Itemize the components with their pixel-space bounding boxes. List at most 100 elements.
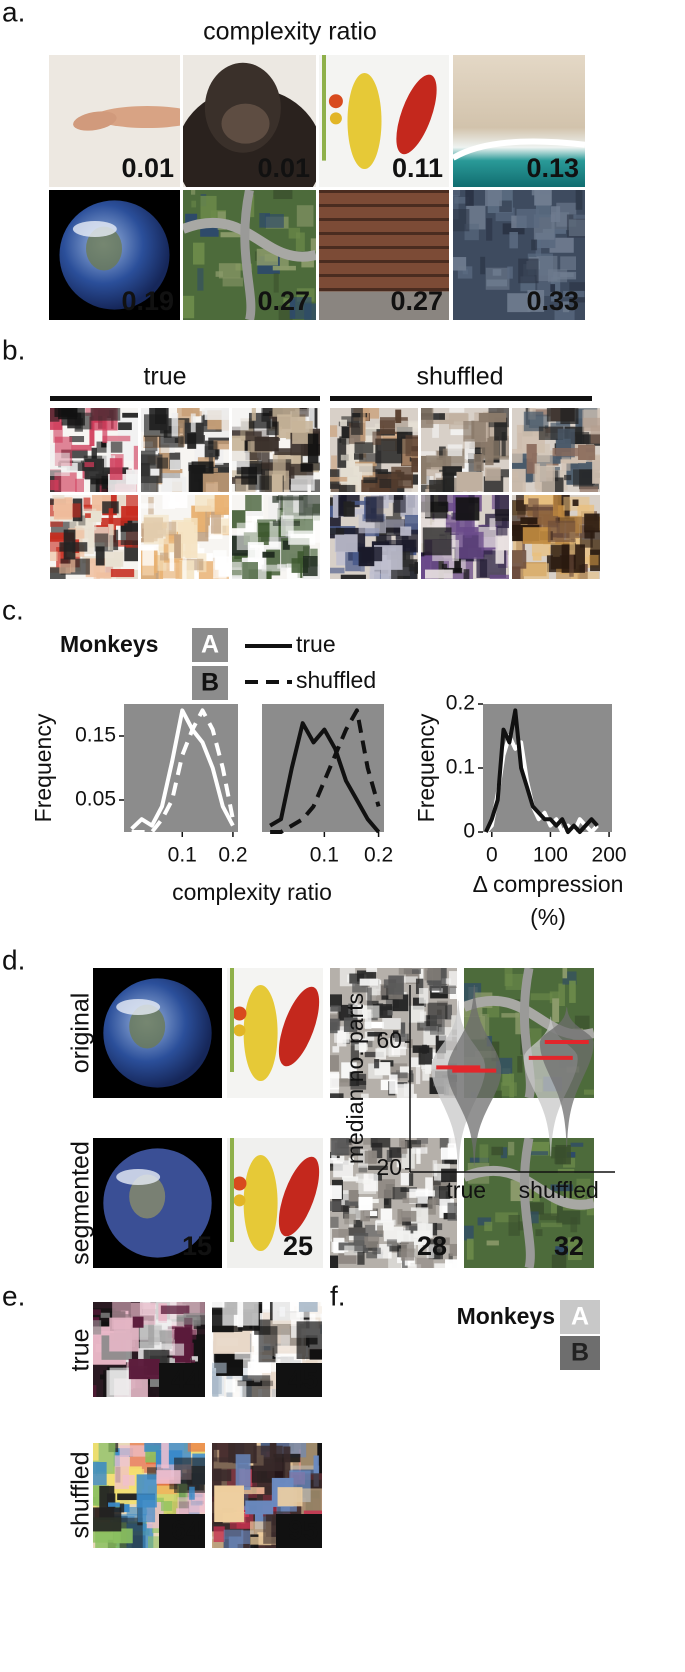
- value-label: 28: [417, 1231, 447, 1261]
- image-texture: [59, 542, 88, 552]
- image-texture: [480, 1013, 490, 1038]
- image-texture: [389, 1245, 402, 1252]
- image: [421, 408, 509, 492]
- image-texture: [364, 1150, 378, 1164]
- image-texture: [532, 552, 542, 561]
- image-texture: [439, 985, 456, 994]
- image-texture: [408, 1005, 425, 1023]
- image-texture: [363, 1173, 379, 1192]
- image-texture: [411, 1057, 421, 1068]
- image-texture: [401, 976, 418, 983]
- image-texture: [447, 444, 463, 457]
- image-texture: [354, 442, 374, 454]
- image-texture: [69, 436, 85, 443]
- image-texture: [169, 459, 181, 471]
- image-texture: [191, 200, 197, 208]
- image-texture: [562, 968, 568, 979]
- image-texture: [160, 552, 169, 561]
- legend-title: Monkeys: [457, 1303, 555, 1329]
- image-texture: [445, 1259, 457, 1268]
- image-texture: [442, 466, 462, 476]
- image-part: [73, 111, 117, 131]
- image-texture: [404, 1140, 422, 1149]
- image-texture: [485, 190, 502, 207]
- image-texture: [211, 511, 222, 534]
- image-texture: [258, 1326, 278, 1363]
- image-texture: [575, 190, 583, 210]
- image-texture: [383, 1190, 392, 1209]
- image-texture: [450, 425, 472, 436]
- image-texture: [187, 433, 197, 449]
- violin: [447, 985, 502, 1166]
- image: [212, 1443, 322, 1548]
- image-texture: [261, 439, 270, 469]
- image-texture: [512, 448, 523, 463]
- legend-box: [560, 1336, 600, 1370]
- image-texture: [192, 1491, 205, 1501]
- image-texture: [204, 408, 229, 420]
- image-texture: [122, 1474, 135, 1486]
- image-texture: [289, 466, 295, 479]
- image-part: [230, 968, 234, 1072]
- image-texture: [288, 227, 301, 239]
- image-texture: [369, 1199, 379, 1204]
- plot-area: [483, 704, 612, 832]
- image-texture: [185, 533, 198, 559]
- image-texture: [344, 1213, 356, 1225]
- label-box: [159, 1514, 205, 1548]
- image-texture: [175, 560, 182, 579]
- image-texture: [282, 540, 290, 550]
- image-texture: [73, 448, 81, 473]
- y-axis-label: Frequency: [30, 713, 56, 822]
- image-part: [243, 985, 278, 1081]
- image-texture: [361, 1093, 369, 1098]
- image-texture: [183, 295, 195, 319]
- y-tick-label: 20: [376, 1154, 402, 1180]
- value-label: 0.27: [257, 286, 310, 316]
- image-texture: [439, 413, 468, 422]
- image-texture: [454, 196, 470, 204]
- image-texture: [400, 526, 412, 536]
- legend-label: B: [201, 669, 219, 697]
- image-texture: [485, 467, 501, 481]
- image-texture: [443, 567, 463, 574]
- x-tick-label: 0.1: [310, 844, 339, 867]
- image-texture: [265, 214, 284, 228]
- image-texture: [330, 1087, 339, 1098]
- legend-box: [560, 1300, 600, 1334]
- image-texture: [351, 994, 358, 1008]
- image-texture: [351, 1038, 364, 1046]
- image-texture: [393, 495, 406, 513]
- image-texture: [330, 994, 342, 1007]
- image-texture: [455, 531, 484, 559]
- image-texture: [507, 293, 531, 313]
- image: [232, 495, 320, 579]
- image-texture: [237, 1302, 244, 1328]
- image-texture: [448, 971, 457, 987]
- image-texture: [489, 518, 496, 531]
- image-texture: [520, 563, 549, 579]
- image-texture: [372, 1247, 381, 1255]
- legend-label: true: [296, 631, 336, 657]
- panel-label: e.: [2, 1280, 25, 1311]
- image-texture: [508, 1214, 520, 1236]
- image-texture: [141, 565, 157, 579]
- value-label: 0.27: [390, 286, 443, 316]
- image-texture: [590, 527, 600, 555]
- image-texture: [232, 561, 242, 571]
- image-texture: [385, 998, 399, 1008]
- image-texture: [417, 1239, 423, 1254]
- image-part: [232, 1006, 247, 1021]
- image-texture: [242, 1375, 271, 1397]
- image-texture: [296, 205, 314, 227]
- image-part: [319, 190, 449, 193]
- image-texture: [331, 1138, 349, 1156]
- image-texture: [561, 452, 571, 471]
- image-texture: [425, 1177, 433, 1197]
- image-texture: [306, 408, 315, 429]
- image-part: [230, 1138, 234, 1242]
- image: [227, 968, 323, 1098]
- image-texture: [577, 556, 600, 563]
- image-texture: [425, 495, 448, 519]
- image-texture: [508, 1141, 515, 1156]
